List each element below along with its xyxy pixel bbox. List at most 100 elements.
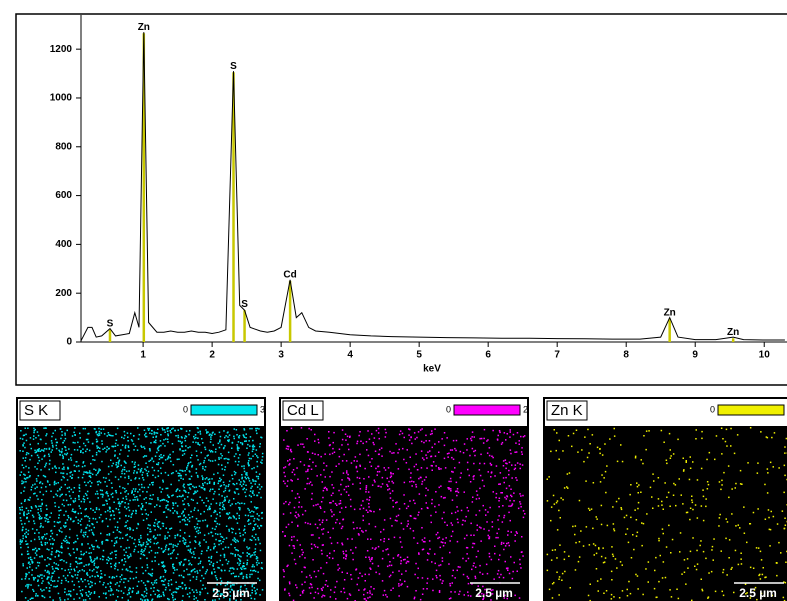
map-dot — [135, 577, 137, 579]
map-dot — [103, 477, 105, 479]
map-dot — [199, 527, 201, 529]
map-dot — [580, 530, 582, 532]
map-dot — [233, 573, 235, 575]
map-dot — [172, 443, 174, 445]
map-dot — [515, 477, 517, 479]
map-dot — [450, 490, 452, 492]
map-dot — [587, 429, 589, 431]
map-dot — [251, 592, 253, 594]
map-dot — [564, 571, 566, 573]
map-dot — [197, 438, 199, 440]
map-dot — [155, 436, 157, 438]
map-dot — [320, 508, 322, 510]
map-dot — [184, 515, 186, 517]
map-dot — [105, 477, 107, 479]
map-dot — [434, 443, 436, 445]
map-dot — [137, 449, 139, 451]
map-dot — [684, 559, 686, 561]
map-dot — [131, 537, 133, 539]
map-dot — [28, 562, 30, 564]
map-dot — [223, 475, 225, 477]
map-dot — [65, 511, 67, 513]
map-dot — [256, 495, 258, 497]
map-dot — [68, 569, 70, 571]
map-dot — [192, 569, 194, 571]
map-dot — [124, 469, 126, 471]
map-dot — [159, 487, 161, 489]
map-dot — [727, 521, 729, 523]
map-dot — [152, 467, 154, 469]
map-dot — [49, 596, 51, 598]
map-dot — [174, 430, 176, 432]
map-dot — [58, 450, 60, 452]
map-dot — [41, 487, 43, 489]
map-dot — [575, 569, 577, 571]
map-dot — [23, 513, 25, 515]
map-dot — [215, 460, 217, 462]
map-dot — [244, 492, 246, 494]
map-dot — [206, 550, 208, 552]
map-dot — [73, 548, 75, 550]
map-dot — [54, 562, 56, 564]
map-dot — [519, 440, 521, 442]
map-dot — [252, 479, 254, 481]
map-dot — [120, 476, 122, 478]
map-dot — [67, 487, 69, 489]
map-dot — [178, 588, 180, 590]
map-dot — [236, 518, 238, 520]
map-dot — [314, 571, 316, 573]
map-dot — [734, 453, 736, 455]
map-dot — [133, 435, 135, 437]
map-dot — [408, 523, 410, 525]
map-dot — [96, 507, 98, 509]
map-dot — [103, 550, 105, 552]
map-dot — [47, 557, 49, 559]
map-dot — [126, 569, 128, 571]
map-dot — [203, 489, 205, 491]
map-dot — [82, 581, 84, 583]
map-dot — [162, 562, 164, 564]
map-dot — [372, 563, 374, 565]
map-dot — [150, 442, 152, 444]
map-dot — [212, 432, 214, 434]
map-dot — [197, 432, 199, 434]
map-dot — [168, 599, 170, 601]
map-dot — [230, 544, 232, 546]
map-dot — [193, 598, 195, 600]
map-dot — [250, 539, 252, 541]
map-dot — [85, 509, 87, 511]
map-dot — [189, 542, 191, 544]
map-dot — [221, 543, 223, 545]
map-dot — [323, 573, 325, 575]
map-dot — [134, 497, 136, 499]
map-dot — [154, 522, 156, 524]
map-dot — [238, 507, 240, 509]
map-dot — [156, 543, 158, 545]
map-dot — [24, 533, 26, 535]
map-dot — [183, 519, 185, 521]
map-dot — [123, 438, 125, 440]
map-dot — [418, 512, 420, 513]
map-dot — [635, 574, 637, 576]
map-dot — [468, 578, 470, 580]
map-dot — [370, 568, 372, 570]
map-dot — [252, 564, 254, 566]
map-dot — [473, 478, 475, 480]
map-dot — [110, 582, 112, 584]
map-dot — [21, 541, 23, 543]
map-dot — [80, 531, 82, 533]
map-dot — [784, 452, 786, 454]
map-dot — [188, 492, 190, 494]
map-dot — [141, 484, 143, 486]
map-dot — [414, 466, 416, 468]
map-dot — [735, 487, 737, 489]
map-dot — [395, 520, 397, 522]
map-dot — [367, 550, 369, 552]
map-dot — [35, 505, 37, 507]
map-dot — [471, 436, 473, 438]
map-dot — [256, 589, 258, 591]
map-dot — [85, 534, 87, 536]
map-dot — [721, 480, 723, 482]
map-dot — [194, 557, 196, 559]
map-dot — [193, 576, 195, 578]
